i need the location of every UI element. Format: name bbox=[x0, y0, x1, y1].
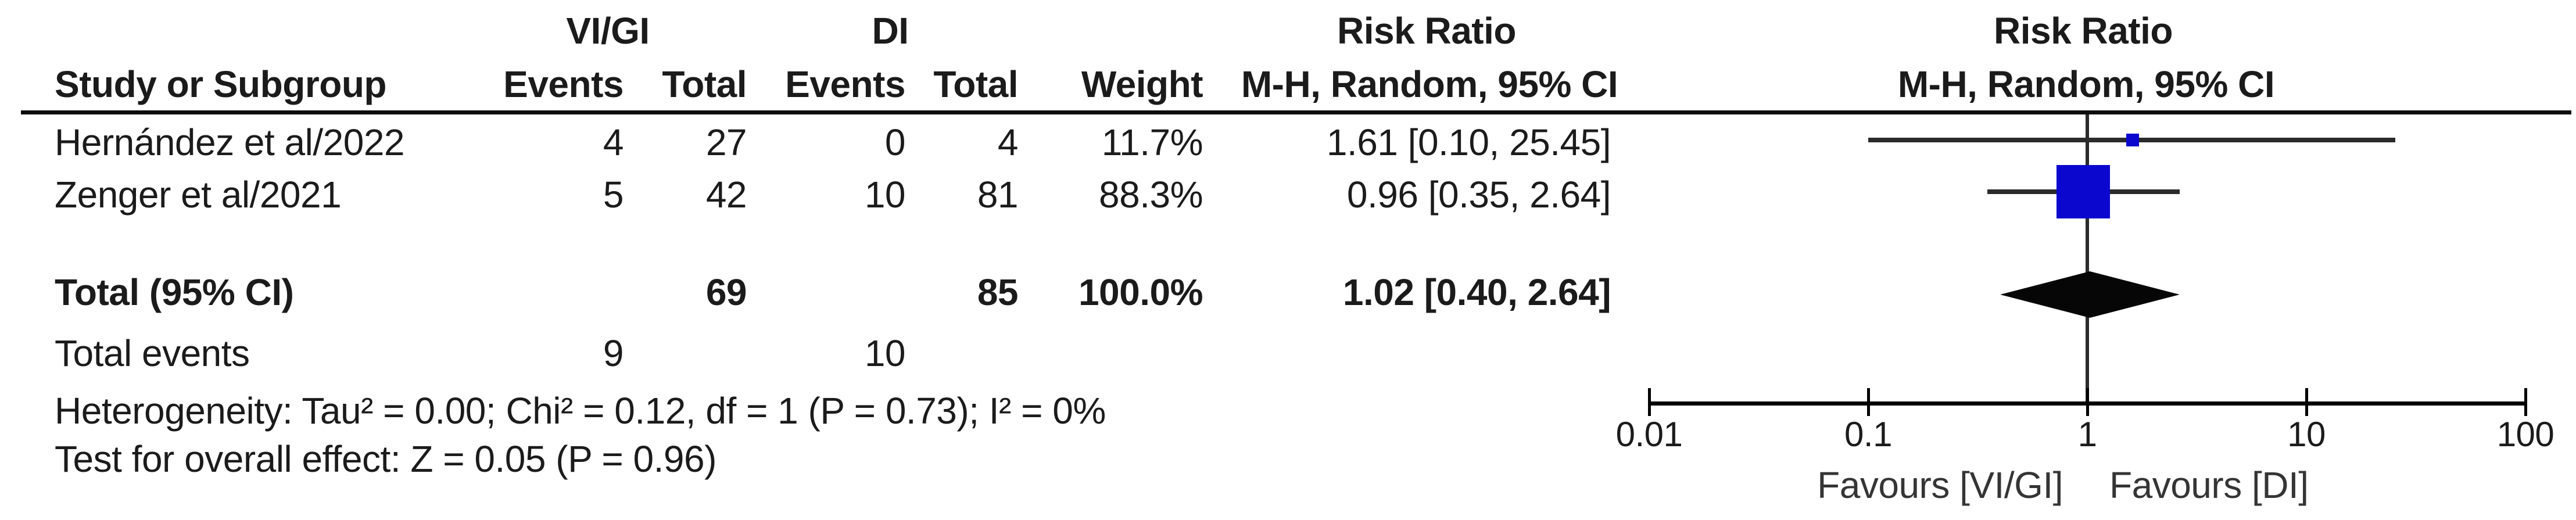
total1-column-header: Total bbox=[662, 63, 747, 105]
events1-value: 4 bbox=[603, 121, 624, 163]
study-name: Hernández et al/2022 bbox=[55, 121, 405, 163]
x-axis-tick-label: 1 bbox=[2077, 415, 2097, 454]
total2-value: 81 bbox=[977, 174, 1019, 216]
total2-column-header: Total bbox=[933, 63, 1018, 105]
events1-column-header: Events bbox=[503, 63, 624, 105]
total-events-label: Total events bbox=[55, 332, 250, 374]
group1-header: VI/GI bbox=[566, 10, 650, 52]
risk-ratio-value: 0.96 [0.35, 2.64] bbox=[1346, 174, 1611, 216]
risk-ratio-header-right: Risk Ratio bbox=[1994, 10, 2173, 52]
weight-value: 11.7% bbox=[1101, 121, 1203, 163]
group2-header: DI bbox=[872, 10, 909, 52]
events1-value: 5 bbox=[603, 174, 624, 216]
total-risk-ratio: 1.02 [0.40, 2.64] bbox=[1342, 271, 1611, 313]
overall-effect-text: Test for overall effect: Z = 0.05 (P = 0… bbox=[55, 438, 716, 480]
total1-value: 42 bbox=[705, 174, 747, 216]
total-label: Total (95% CI) bbox=[55, 271, 294, 313]
x-axis-tick bbox=[2524, 388, 2527, 416]
risk-ratio-header-left: Risk Ratio bbox=[1337, 10, 1516, 52]
study-name: Zenger et al/2021 bbox=[55, 174, 342, 216]
heterogeneity-text: Heterogeneity: Tau² = 0.00; Chi² = 0.12,… bbox=[55, 390, 1106, 432]
total-weight: 100.0% bbox=[1078, 271, 1203, 313]
x-axis-tick bbox=[2305, 388, 2308, 416]
total2-value: 4 bbox=[997, 121, 1019, 163]
study-column-header: Study or Subgroup bbox=[55, 63, 387, 105]
header-rule bbox=[21, 110, 2571, 114]
total1-value: 27 bbox=[705, 121, 747, 163]
weight-column-header: Weight bbox=[1081, 63, 1203, 105]
total1-sum: 69 bbox=[705, 271, 747, 313]
total2-sum: 85 bbox=[977, 271, 1019, 313]
method-header-left: M-H, Random, 95% CI bbox=[1241, 63, 1618, 105]
total-events1: 9 bbox=[603, 332, 624, 374]
favours-right-label: Favours [DI] bbox=[2109, 464, 2309, 506]
x-axis-tick-label: 100 bbox=[2496, 415, 2554, 454]
x-axis-tick-label: 10 bbox=[2287, 415, 2326, 454]
x-axis-tick bbox=[1648, 388, 1651, 416]
x-axis-tick-label: 0.01 bbox=[1615, 415, 1683, 454]
method-header-right: M-H, Random, 95% CI bbox=[1897, 63, 2275, 105]
no-effect-line bbox=[2086, 114, 2089, 403]
weight-value: 88.3% bbox=[1099, 174, 1203, 216]
x-axis-tick-label: 0.1 bbox=[1844, 415, 1892, 454]
x-axis-tick bbox=[1867, 388, 1870, 416]
x-axis-tick bbox=[2086, 388, 2089, 416]
events2-value: 0 bbox=[884, 121, 906, 163]
events2-value: 10 bbox=[864, 174, 906, 216]
weight-square bbox=[2126, 134, 2139, 146]
total-events2: 10 bbox=[864, 332, 906, 374]
weight-square bbox=[2056, 165, 2111, 218]
total-diamond bbox=[2000, 271, 2180, 318]
events2-column-header: Events bbox=[785, 63, 905, 105]
risk-ratio-value: 1.61 [0.10, 25.45] bbox=[1326, 121, 1611, 163]
favours-left-label: Favours [VI/GI] bbox=[1817, 464, 2063, 506]
